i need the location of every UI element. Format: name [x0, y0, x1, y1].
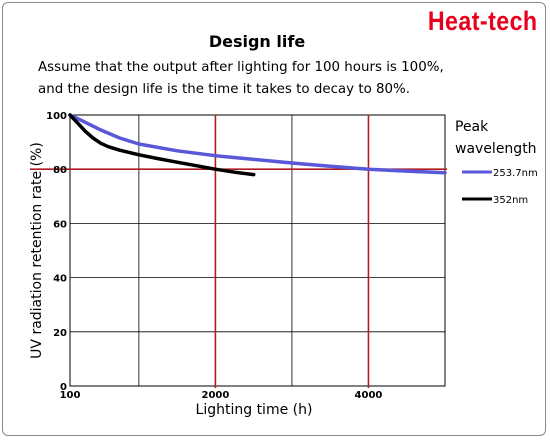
y-axis-label: UV radiation retention rate (%) [29, 142, 45, 359]
series-line-253.7nm [68, 113, 447, 175]
legend-item-label: 253.7nm [493, 168, 538, 179]
x-tick-label: 4000 [355, 390, 383, 401]
series-line-352nm [68, 113, 256, 177]
y-tick-label: 60 [53, 219, 67, 230]
y-tick-label: 40 [53, 274, 67, 285]
plot-area [69, 114, 446, 387]
caption-line-2: and the design life is the time it takes… [38, 82, 411, 97]
y-tick-label: 80 [53, 165, 67, 176]
x-tick-label: 2000 [201, 390, 229, 401]
chart-title: Design life [208, 32, 306, 51]
chart-frame [2, 2, 546, 436]
caption-line-1: Assume that the output after lighting fo… [38, 60, 444, 75]
brand-logo: Heat-tech [428, 6, 538, 36]
y-tick-label: 20 [53, 328, 67, 339]
y-tick-label: 100 [46, 111, 67, 122]
x-tick-label: 100 [60, 390, 81, 401]
legend-title-line-2: wavelength [455, 141, 537, 157]
y-tick-label: 0 [60, 382, 67, 393]
legend-item-label: 352nm [493, 195, 528, 206]
x-axis-label: Lighting time (h) [196, 402, 313, 418]
legend-title-line-1: Peak [455, 119, 489, 135]
